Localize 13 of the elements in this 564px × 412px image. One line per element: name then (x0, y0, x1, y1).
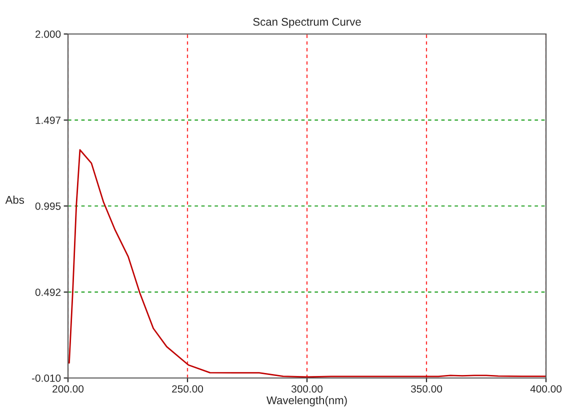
x-tick-label: 300.00 (291, 385, 323, 393)
y-tick-label: -0.010 (32, 374, 61, 382)
x-tick-label: 250.00 (172, 385, 204, 393)
y-tick-label: 0.995 (35, 202, 61, 210)
x-tick-label: 200.00 (52, 385, 84, 393)
chart-title: Scan Spectrum Curve (253, 18, 361, 28)
x-axis-title: Wavelength(nm) (266, 396, 347, 406)
x-tick-label: 350.00 (410, 385, 442, 393)
y-tick-label: 2.000 (36, 30, 61, 38)
y-tick-label: 0.492 (35, 288, 61, 296)
y-axis-title: Abs (5, 196, 24, 204)
y-tick-label: 1.497 (36, 116, 61, 124)
x-tick-label: 400.00 (530, 385, 562, 393)
